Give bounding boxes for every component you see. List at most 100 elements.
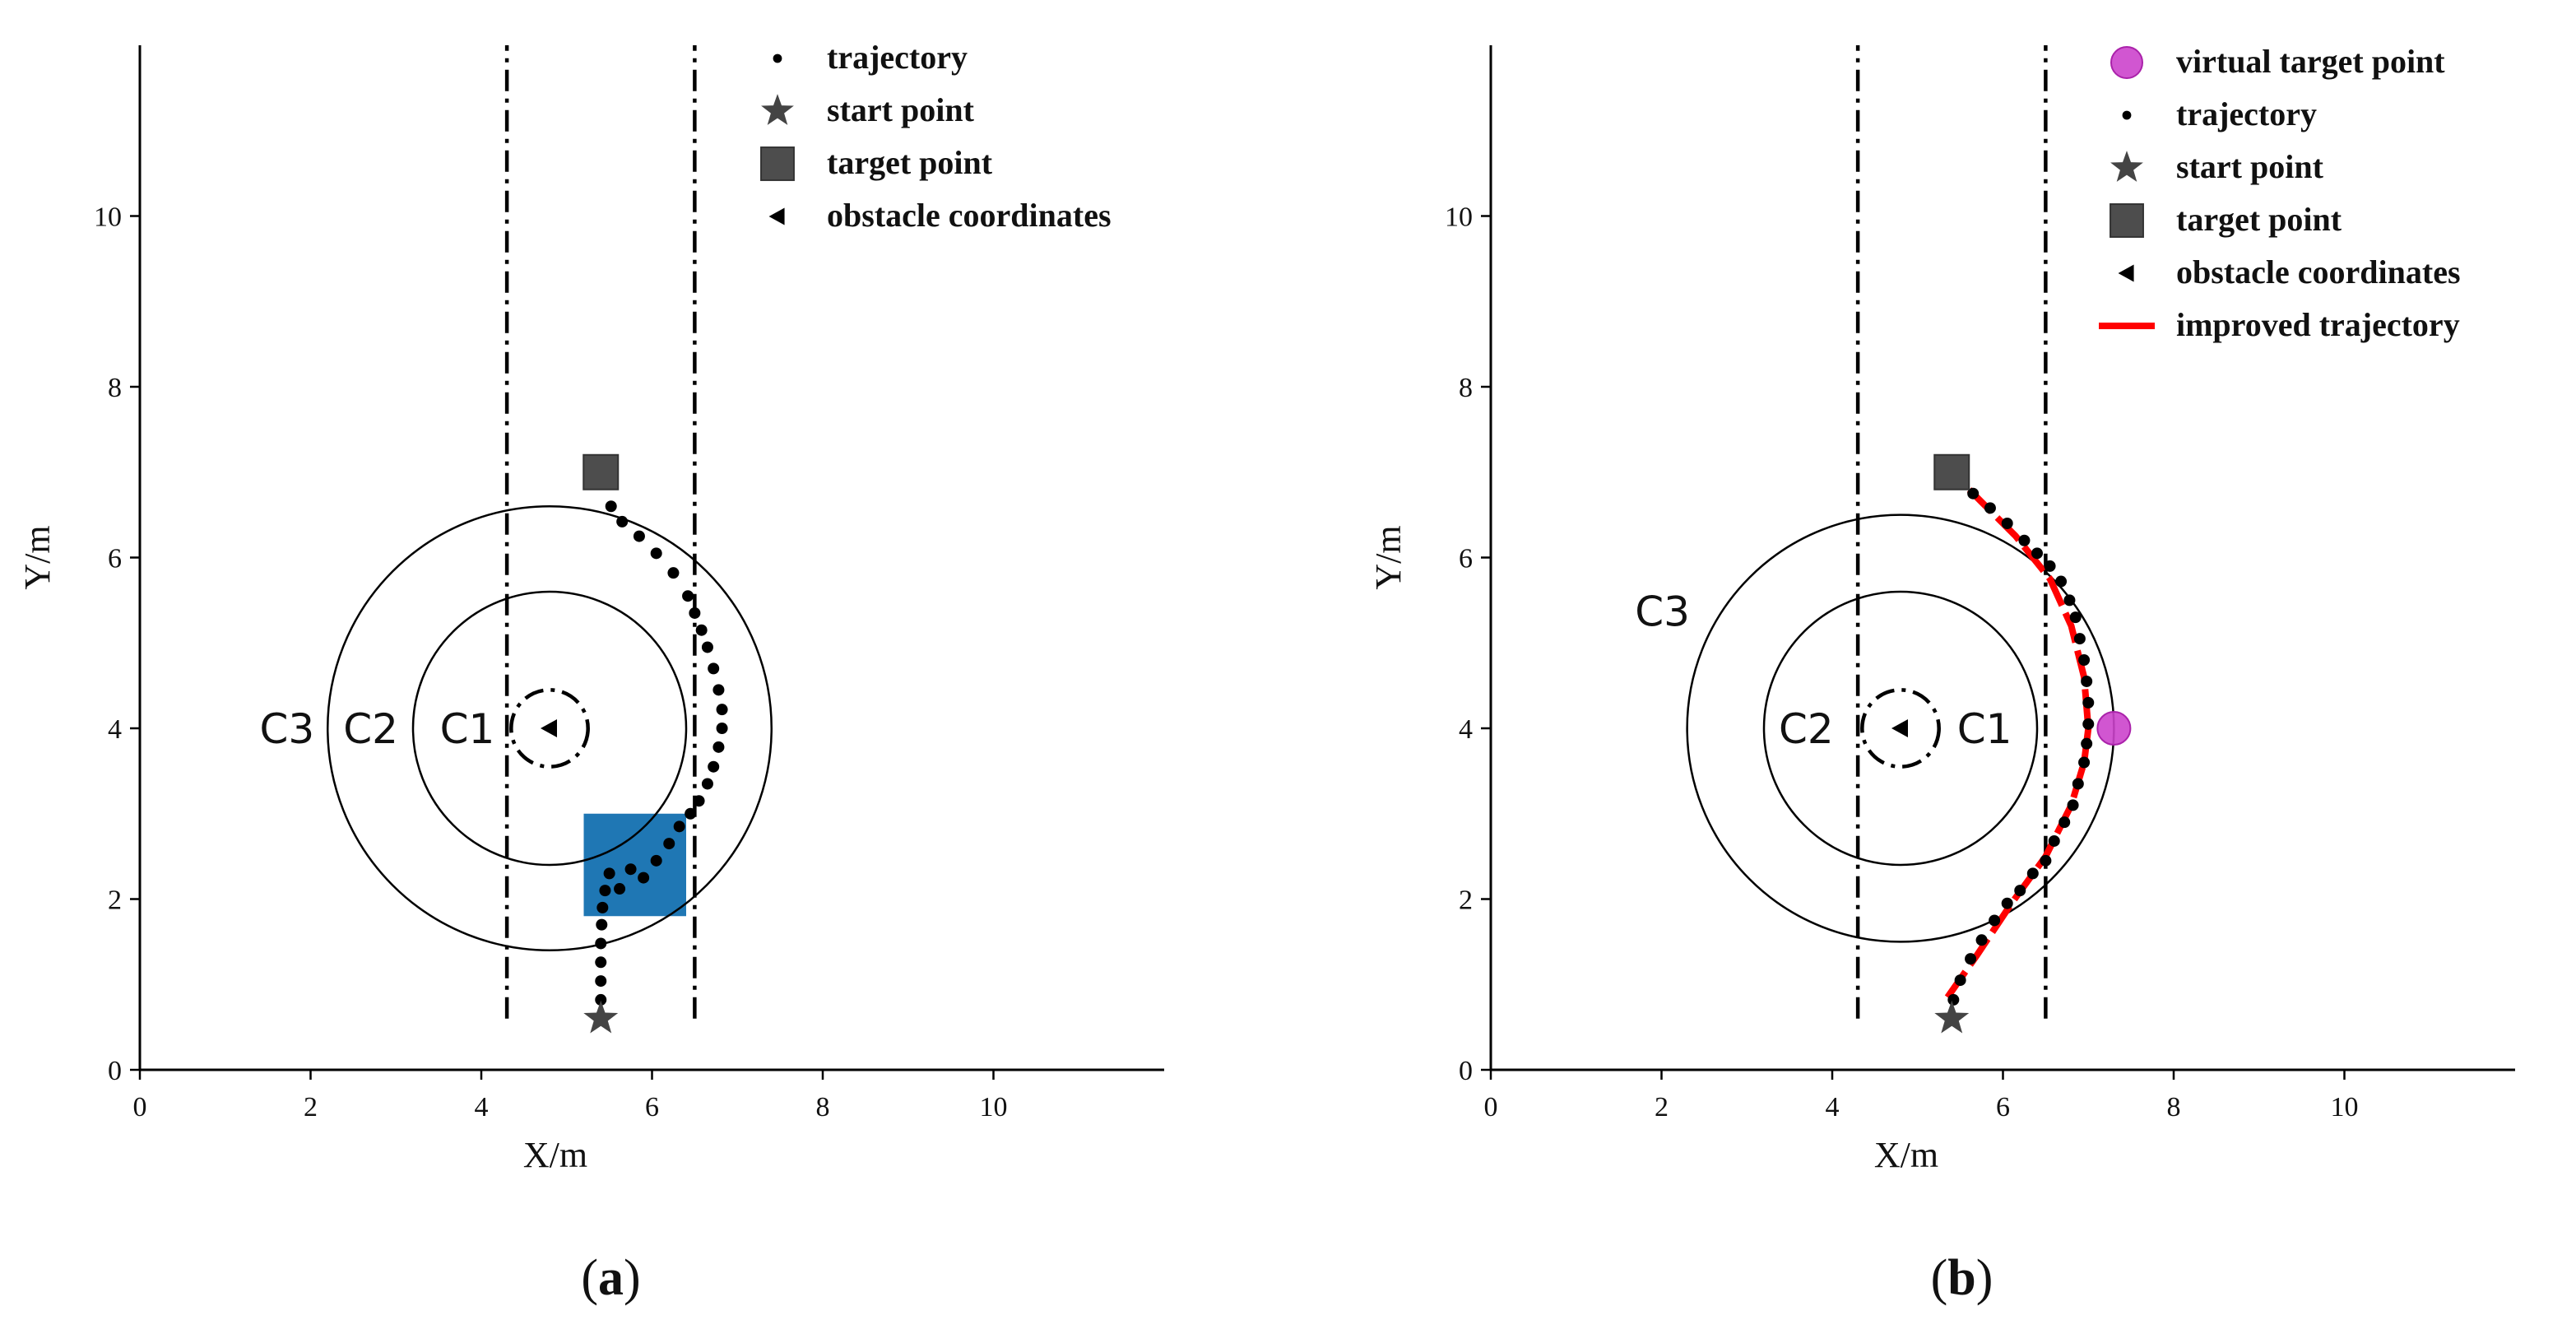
- y-tick-label: 6: [1459, 544, 1473, 574]
- legend-label: start point: [2176, 148, 2324, 185]
- trajectory-point: [2001, 897, 2013, 909]
- trajectory-point: [701, 641, 713, 653]
- x-tick-label: 4: [475, 1092, 489, 1122]
- trajectory-point: [2040, 854, 2052, 867]
- legend-marker-triangle-left: [2118, 264, 2134, 282]
- trajectory-point: [708, 662, 720, 675]
- trajectory-point: [2078, 654, 2091, 666]
- y-axis-label: Y/m: [17, 525, 58, 589]
- x-tick-label: 0: [1484, 1092, 1498, 1122]
- trajectory-point: [2072, 778, 2084, 790]
- trajectory-point: [708, 760, 720, 773]
- x-tick-label: 6: [645, 1092, 659, 1122]
- legend-label: target point: [827, 144, 993, 181]
- trajectory-point: [716, 704, 728, 716]
- trajectory-point: [624, 863, 637, 876]
- trajectory-point: [596, 918, 608, 931]
- y-tick-label: 0: [1459, 1056, 1473, 1086]
- trajectory-point: [1947, 993, 1960, 1006]
- zone-circle-c1: [1860, 688, 1941, 769]
- trajectory-point: [2081, 675, 2093, 687]
- obstacle-marker: [1891, 719, 1908, 737]
- trajectory-point: [2082, 696, 2095, 709]
- trajectory-point: [595, 956, 607, 969]
- trajectory-point: [2048, 834, 2060, 847]
- legend-marker-dot: [2122, 110, 2132, 120]
- trajectory-point: [2055, 575, 2068, 588]
- legend-marker-square: [2110, 203, 2144, 238]
- highlight-region: [583, 813, 686, 917]
- legend-label: obstacle coordinates: [827, 197, 1112, 234]
- panel-a: 0 2 4 6 8 10 0 2 4 6 8 10 X/m Y/m C1 C2 C3 trajectory star…: [17, 39, 1164, 1306]
- x-tick-label: 10: [980, 1092, 1008, 1122]
- legend-label: target point: [2176, 201, 2342, 238]
- trajectory-point: [633, 530, 645, 542]
- panel-label: (b): [1931, 1250, 1993, 1306]
- legend-label: obstacle coordinates: [2176, 253, 2461, 290]
- y-tick-label: 4: [108, 714, 122, 745]
- x-tick-label: 6: [1996, 1092, 2010, 1122]
- trajectory-point: [663, 838, 675, 850]
- circle-label-c3: C3: [1635, 588, 1690, 636]
- trajectory-point: [1954, 974, 1966, 987]
- trajectory-point: [2069, 611, 2082, 624]
- zone-circle-c2: [411, 590, 688, 867]
- trajectory-point: [2073, 633, 2086, 645]
- trajectory-point: [650, 547, 662, 560]
- start-point-marker: [583, 1000, 619, 1034]
- circle-label-c3: C3: [260, 705, 315, 753]
- x-tick-label: 4: [1826, 1092, 1840, 1122]
- trajectory-point: [695, 624, 708, 636]
- trajectory-point: [689, 607, 701, 619]
- legend-label: start point: [827, 91, 975, 128]
- trajectory-point: [1989, 914, 2001, 927]
- panel-label: (a): [581, 1250, 640, 1306]
- x-tick-label: 0: [133, 1092, 147, 1122]
- trajectory-point: [2018, 534, 2031, 546]
- virtual-target-marker: [2096, 711, 2132, 746]
- x-tick-label: 8: [816, 1092, 830, 1122]
- obstacle-marker: [541, 719, 557, 737]
- trajectory-point: [2078, 756, 2091, 769]
- trajectory-point: [712, 684, 725, 696]
- trajectory-point: [2001, 518, 2013, 529]
- trajectory-point: [1965, 953, 1977, 965]
- trajectory-point: [595, 975, 607, 988]
- y-tick-label: 6: [108, 544, 122, 574]
- legend-label: virtual target point: [2176, 43, 2445, 80]
- circle-label-c2: C2: [343, 705, 398, 753]
- trajectory-point: [1975, 934, 1988, 946]
- y-tick-label: 2: [1459, 885, 1473, 916]
- trajectory-point: [595, 937, 607, 950]
- y-tick-label: 2: [108, 885, 122, 916]
- x-tick-label: 2: [1655, 1092, 1669, 1122]
- trajectory-point: [2044, 560, 2056, 572]
- trajectory-point: [2082, 718, 2095, 730]
- trajectory-point: [701, 778, 713, 790]
- legend-label: improved trajectory: [2176, 306, 2460, 343]
- trajectory-point: [1984, 502, 1996, 514]
- trajectory-point: [2058, 816, 2071, 829]
- x-tick-label: 10: [2331, 1092, 2359, 1122]
- trajectory-point: [2067, 799, 2079, 811]
- y-tick-label: 8: [108, 373, 122, 403]
- y-tick-label: 4: [1459, 714, 1473, 745]
- start-point-marker: [1934, 1000, 1970, 1034]
- y-tick-label: 10: [94, 202, 122, 233]
- trajectory-point: [693, 795, 705, 807]
- trajectory-point: [616, 515, 629, 528]
- y-tick-label: 0: [108, 1056, 122, 1086]
- trajectory-point: [650, 854, 662, 867]
- zone-circle-c2: [1762, 590, 2039, 867]
- x-tick-label: 8: [2167, 1092, 2181, 1122]
- trajectory-point: [667, 567, 680, 579]
- legend-marker-star: [2110, 151, 2143, 182]
- y-tick-label: 10: [1445, 202, 1473, 233]
- legend-marker-square: [760, 146, 795, 181]
- target-point-marker: [1933, 453, 1970, 490]
- trajectory-point: [716, 723, 728, 734]
- x-axis-label: X/m: [1874, 1135, 1938, 1175]
- circle-label-c1: C1: [1957, 705, 2012, 753]
- y-tick-label: 8: [1459, 373, 1473, 403]
